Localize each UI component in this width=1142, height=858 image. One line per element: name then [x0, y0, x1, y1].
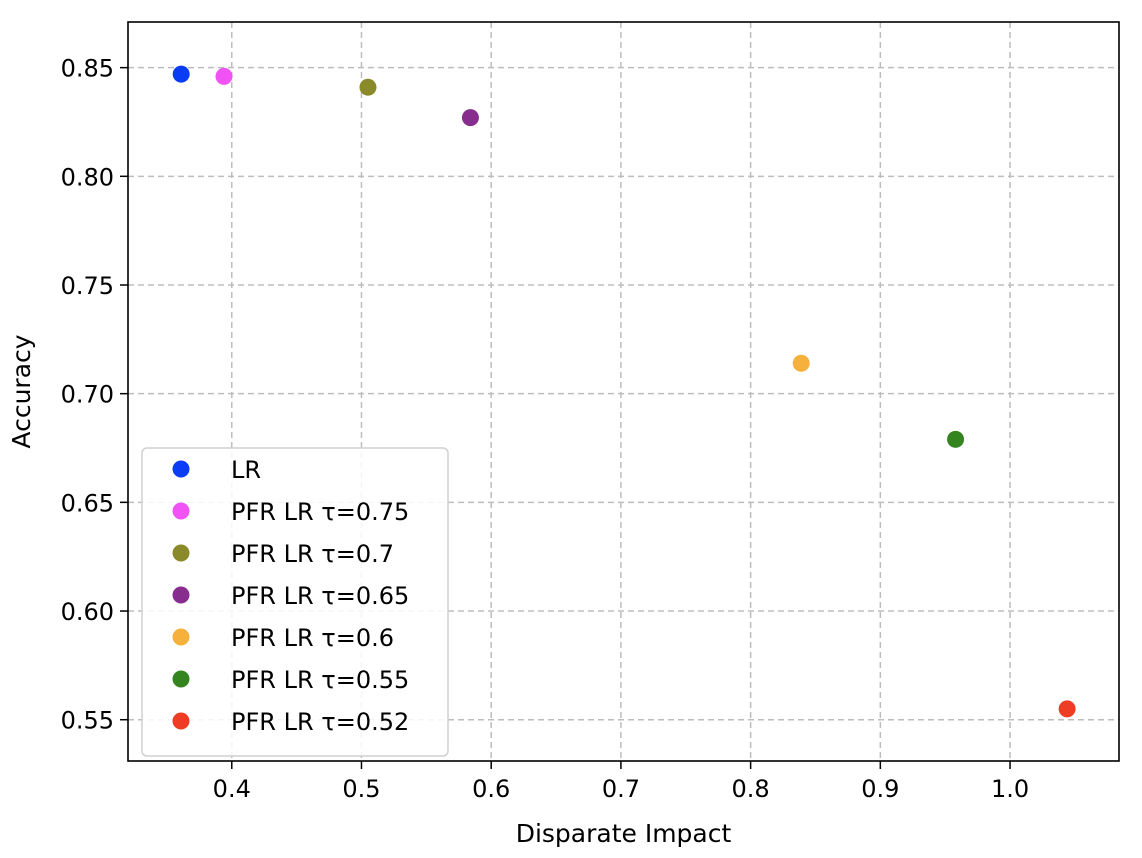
- legend-label: PFR LR τ=0.65: [231, 582, 409, 610]
- data-point: [461, 109, 479, 127]
- y-tick-label: 0.85: [61, 55, 114, 83]
- y-axis-label: Accuracy: [7, 334, 36, 448]
- legend-label: PFR LR τ=0.6: [231, 624, 394, 652]
- legend-marker: [172, 544, 190, 562]
- legend-label: PFR LR τ=0.55: [231, 666, 409, 694]
- legend-marker: [172, 586, 190, 604]
- y-tick-label: 0.70: [61, 381, 114, 409]
- y-tick-label: 0.75: [61, 272, 114, 300]
- data-point: [172, 65, 190, 83]
- legend-marker: [172, 670, 190, 688]
- legend-marker: [172, 502, 190, 520]
- plot-frame: [127, 21, 1120, 762]
- x-tick-label: 0.5: [342, 775, 380, 803]
- x-tick-label: 1.0: [991, 775, 1029, 803]
- legend-label: LR: [231, 456, 261, 484]
- y-tick-label: 0.80: [61, 163, 114, 191]
- data-point: [215, 67, 233, 85]
- legend-label: PFR LR τ=0.75: [231, 498, 409, 526]
- x-tick-label: 0.6: [472, 775, 510, 803]
- legend: LR PFR LR τ=0.75 PFR LR τ=0.7 PFR LR τ=0.65…: [141, 447, 449, 757]
- grid-lines: [128, 22, 1119, 761]
- x-tick-label: 0.7: [602, 775, 640, 803]
- data-point: [359, 78, 377, 96]
- legend-label: PFR LR τ=0.52: [231, 708, 409, 736]
- data-point: [947, 430, 965, 448]
- y-tick-label: 0.60: [61, 598, 114, 626]
- x-tick-label: 0.4: [213, 775, 251, 803]
- legend-label: PFR LR τ=0.7: [231, 540, 394, 568]
- y-tick-label: 0.55: [61, 707, 114, 735]
- y-tick-label: 0.65: [61, 489, 114, 517]
- axis-ticks: 0.4 0.5 0.6 0.7 0.8 0.9 1.0 0.55 0.60 0.65 0.70 0.7…: [61, 55, 1030, 803]
- x-tick-label: 0.9: [861, 775, 899, 803]
- legend-marker: [172, 460, 190, 478]
- legend-box: [141, 447, 449, 757]
- x-axis-label: Disparate Impact: [516, 819, 732, 848]
- data-point: [1058, 700, 1076, 718]
- data-point: [792, 354, 810, 372]
- legend-marker: [172, 628, 190, 646]
- data-points: [172, 65, 1076, 718]
- x-tick-label: 0.8: [732, 775, 770, 803]
- legend-marker: [172, 712, 190, 730]
